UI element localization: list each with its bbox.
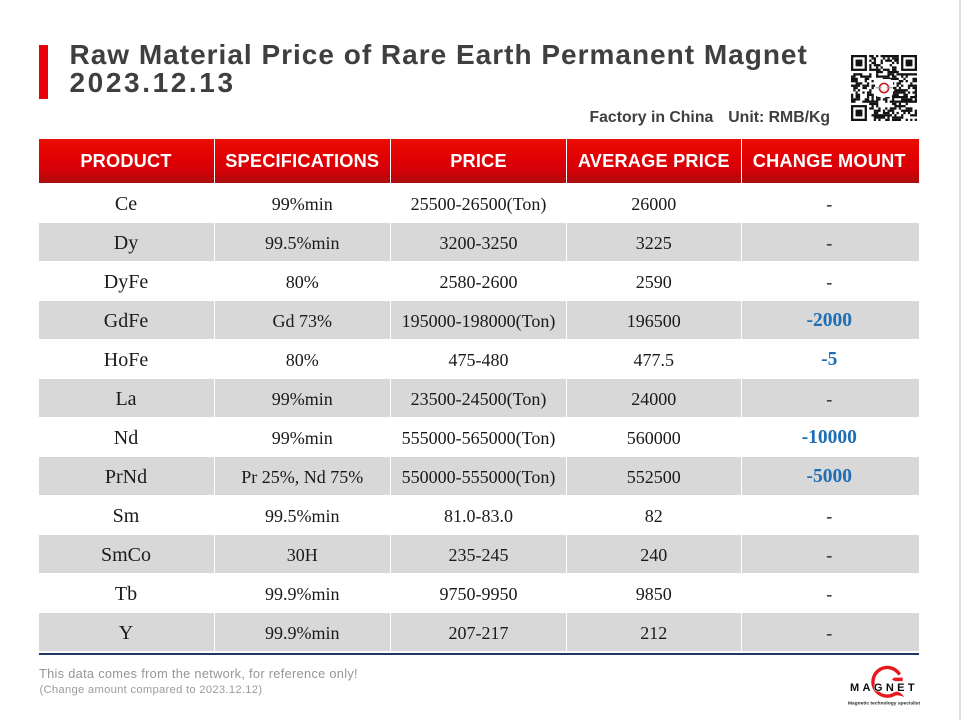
svg-text:MAGNET: MAGNET (850, 682, 918, 694)
svg-text:Magnetic technology specialist: Magnetic technology specialist (848, 701, 921, 707)
